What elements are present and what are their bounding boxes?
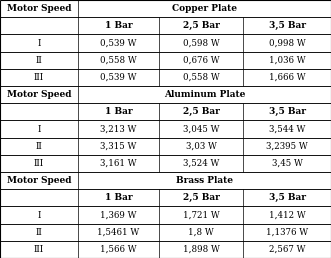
Text: Motor Speed: Motor Speed [7,90,71,99]
Text: 0,598 W: 0,598 W [183,38,219,47]
Text: 0,539 W: 0,539 W [100,73,137,82]
Text: Motor Speed: Motor Speed [7,176,71,185]
Text: 1,566 W: 1,566 W [100,245,137,254]
Text: 3,045 W: 3,045 W [183,125,219,133]
Text: 1,1376 W: 1,1376 W [266,228,308,237]
Text: 3,5 Bar: 3,5 Bar [269,193,306,202]
Text: 1,036 W: 1,036 W [269,56,306,65]
Text: III: III [34,159,44,168]
Text: 3,544 W: 3,544 W [269,125,305,133]
Text: 1 Bar: 1 Bar [105,107,132,116]
Text: 1 Bar: 1 Bar [105,21,132,30]
Text: Brass Plate: Brass Plate [176,176,233,185]
Text: II: II [35,228,42,237]
Text: 1,369 W: 1,369 W [100,211,137,220]
Text: 1,898 W: 1,898 W [183,245,219,254]
Text: I: I [37,211,41,220]
Text: 3,315 W: 3,315 W [100,142,136,151]
Text: 3,03 W: 3,03 W [186,142,216,151]
Text: 1,5461 W: 1,5461 W [97,228,139,237]
Text: 1,721 W: 1,721 W [183,211,219,220]
Text: Motor Speed: Motor Speed [7,4,71,13]
Text: 3,2395 W: 3,2395 W [266,142,308,151]
Text: 2,5 Bar: 2,5 Bar [183,193,219,202]
Text: 2,567 W: 2,567 W [269,245,306,254]
Text: 0,539 W: 0,539 W [100,38,137,47]
Text: Aluminum Plate: Aluminum Plate [164,90,245,99]
Text: Copper Plate: Copper Plate [172,4,237,13]
Text: 0,676 W: 0,676 W [183,56,219,65]
Text: 1,412 W: 1,412 W [269,211,306,220]
Text: II: II [35,142,42,151]
Text: I: I [37,125,41,133]
Text: 3,524 W: 3,524 W [183,159,219,168]
Text: III: III [34,73,44,82]
Text: 3,213 W: 3,213 W [100,125,136,133]
Text: 0,998 W: 0,998 W [269,38,306,47]
Text: III: III [34,245,44,254]
Text: 3,45 W: 3,45 W [272,159,303,168]
Text: 2,5 Bar: 2,5 Bar [183,21,219,30]
Text: 3,5 Bar: 3,5 Bar [269,107,306,116]
Text: 3,5 Bar: 3,5 Bar [269,21,306,30]
Text: 1,8 W: 1,8 W [188,228,214,237]
Text: 1,666 W: 1,666 W [269,73,306,82]
Text: II: II [35,56,42,65]
Text: 1 Bar: 1 Bar [105,193,132,202]
Text: 3,161 W: 3,161 W [100,159,137,168]
Text: I: I [37,38,41,47]
Text: 0,558 W: 0,558 W [183,73,219,82]
Text: 2,5 Bar: 2,5 Bar [183,107,219,116]
Text: 0,558 W: 0,558 W [100,56,137,65]
